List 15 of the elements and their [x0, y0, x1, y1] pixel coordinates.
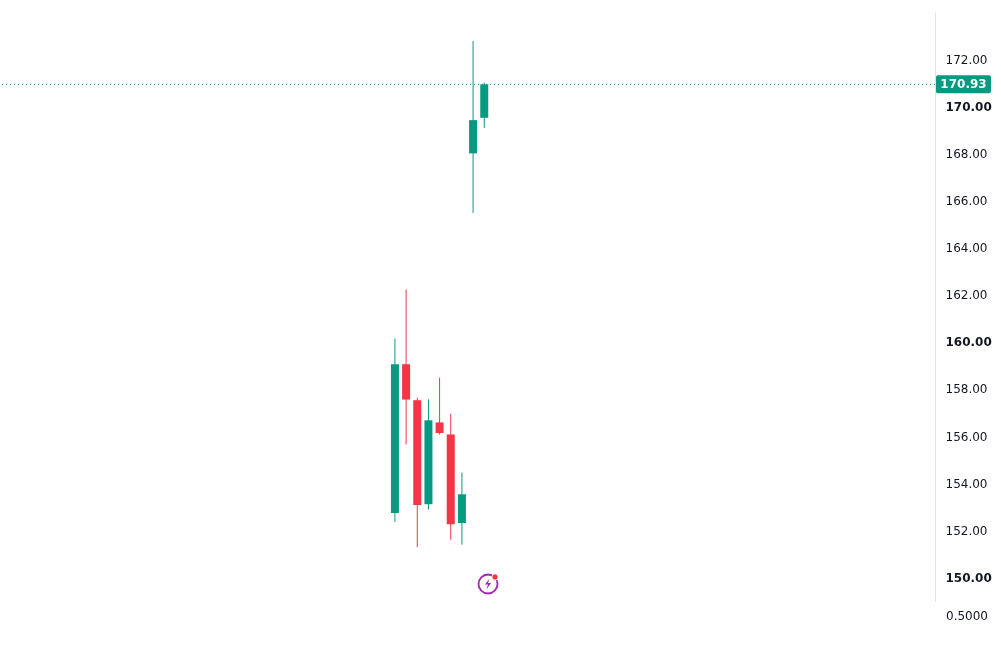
- y-tick-label: 150.00: [945, 570, 992, 585]
- y-tick-label: 158.00: [945, 382, 988, 397]
- candlestick: [435, 377, 444, 436]
- y-tick-label: 170.00: [945, 99, 992, 114]
- y-tick-label: 166.00: [945, 193, 988, 208]
- text: 0.5000: [946, 609, 988, 623]
- ref-line-label: 170.93: [940, 77, 987, 92]
- y-tick-label: 172.00: [945, 52, 988, 67]
- y-tick-label: 168.00: [945, 146, 988, 161]
- y-tick-label: 160.00: [945, 335, 992, 350]
- y-tick-label: 162.00: [945, 288, 988, 303]
- y-tick-label: 156.00: [945, 429, 988, 444]
- y-tick-label: 154.00: [945, 476, 988, 491]
- y-tick-label: 164.00: [945, 241, 988, 256]
- y-tick-label: 152.00: [945, 523, 988, 538]
